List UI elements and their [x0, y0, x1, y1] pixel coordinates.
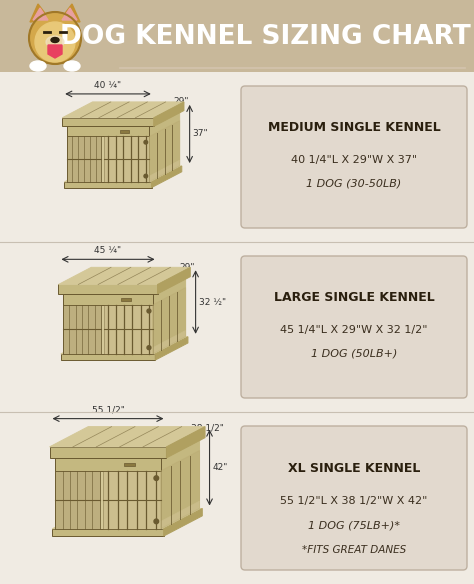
Polygon shape	[62, 8, 77, 20]
Bar	[67, 137, 101, 182]
Polygon shape	[153, 277, 186, 354]
Text: 40 ¼": 40 ¼"	[94, 81, 121, 90]
Circle shape	[154, 476, 159, 481]
Polygon shape	[61, 337, 188, 354]
Text: 45 ¼": 45 ¼"	[94, 246, 121, 255]
Polygon shape	[161, 501, 200, 529]
Text: 37": 37"	[192, 130, 208, 138]
Text: 42": 42"	[212, 463, 228, 472]
Polygon shape	[164, 509, 202, 536]
Polygon shape	[33, 8, 48, 20]
Circle shape	[35, 22, 75, 62]
Bar	[63, 294, 153, 305]
Polygon shape	[48, 45, 62, 58]
Circle shape	[147, 346, 151, 350]
Bar	[103, 471, 161, 529]
Bar	[0, 72, 474, 584]
Text: 29": 29"	[179, 263, 194, 272]
Polygon shape	[166, 427, 205, 458]
Bar	[67, 126, 149, 182]
Bar	[62, 118, 154, 126]
Polygon shape	[50, 427, 205, 447]
Bar	[55, 458, 161, 471]
Circle shape	[147, 309, 151, 313]
Polygon shape	[149, 121, 180, 182]
Polygon shape	[64, 166, 182, 182]
Ellipse shape	[51, 37, 59, 43]
Polygon shape	[52, 509, 202, 529]
Text: DOG KENNEL SIZING CHART: DOG KENNEL SIZING CHART	[60, 24, 470, 50]
Text: 38 1/2": 38 1/2"	[191, 424, 224, 433]
Ellipse shape	[64, 61, 80, 71]
Text: *FITS GREAT DANES: *FITS GREAT DANES	[302, 545, 406, 555]
Bar	[0, 412, 474, 584]
Ellipse shape	[30, 61, 46, 71]
Bar	[124, 463, 135, 466]
Bar	[104, 305, 153, 354]
Bar	[52, 529, 164, 536]
Bar	[121, 298, 131, 301]
Bar	[55, 471, 100, 529]
Polygon shape	[60, 4, 80, 22]
FancyBboxPatch shape	[241, 86, 467, 228]
Bar	[58, 284, 157, 294]
Polygon shape	[152, 166, 182, 187]
Text: 55 1/2"L X 38 1/2"W X 42": 55 1/2"L X 38 1/2"W X 42"	[280, 496, 428, 506]
Circle shape	[154, 519, 159, 524]
Bar	[63, 294, 153, 354]
Circle shape	[144, 174, 147, 178]
Polygon shape	[153, 331, 186, 354]
Polygon shape	[153, 287, 186, 354]
Polygon shape	[161, 437, 200, 529]
Ellipse shape	[46, 36, 64, 48]
Bar	[55, 458, 161, 529]
Text: 55 1/2": 55 1/2"	[91, 406, 125, 415]
Polygon shape	[30, 4, 50, 22]
Bar	[64, 182, 152, 187]
Polygon shape	[149, 160, 180, 182]
Text: MEDIUM SINGLE KENNEL: MEDIUM SINGLE KENNEL	[268, 121, 440, 134]
Bar	[104, 137, 149, 182]
Text: LARGE SINGLE KENNEL: LARGE SINGLE KENNEL	[273, 291, 434, 304]
Bar	[67, 126, 149, 137]
FancyBboxPatch shape	[241, 426, 467, 570]
Bar	[63, 305, 101, 354]
Circle shape	[144, 140, 147, 144]
Polygon shape	[157, 267, 190, 294]
Bar	[50, 447, 166, 458]
Text: 32 ½": 32 ½"	[199, 297, 226, 307]
Polygon shape	[155, 337, 188, 360]
Bar	[120, 130, 129, 133]
Polygon shape	[58, 267, 190, 284]
Text: 1 DOG (50LB+): 1 DOG (50LB+)	[311, 349, 397, 359]
Text: 1 DOG (75LB+)*: 1 DOG (75LB+)*	[308, 520, 400, 530]
Text: XL SINGLE KENNEL: XL SINGLE KENNEL	[288, 461, 420, 475]
Bar	[0, 0, 474, 72]
Bar	[61, 354, 155, 360]
Polygon shape	[62, 102, 184, 118]
Bar	[0, 72, 474, 242]
Circle shape	[29, 12, 81, 64]
Text: 40 1/4"L X 29"W X 37": 40 1/4"L X 29"W X 37"	[291, 155, 417, 165]
Polygon shape	[161, 450, 200, 529]
Polygon shape	[154, 102, 184, 126]
Polygon shape	[149, 110, 180, 182]
FancyBboxPatch shape	[241, 256, 467, 398]
Bar	[0, 242, 474, 412]
Text: 29": 29"	[174, 97, 189, 106]
Text: 1 DOG (30-50LB): 1 DOG (30-50LB)	[306, 179, 401, 189]
Text: 45 1/4"L X 29"W X 32 1/2": 45 1/4"L X 29"W X 32 1/2"	[280, 325, 428, 335]
